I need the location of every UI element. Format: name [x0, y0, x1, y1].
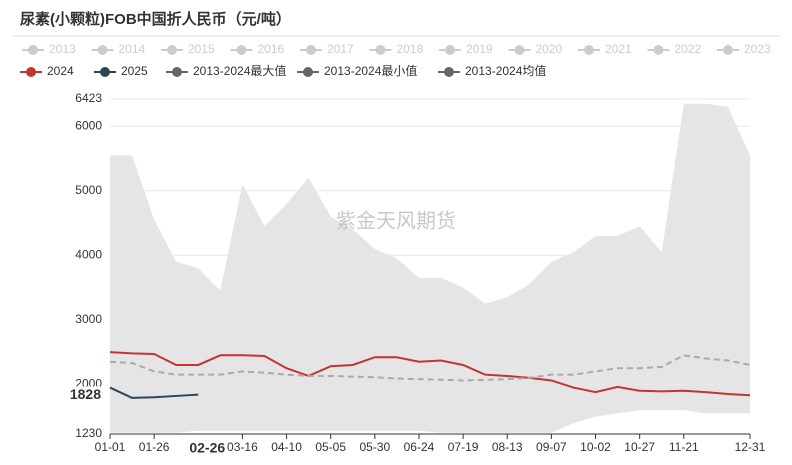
legend-label[interactable]: 2014	[119, 42, 146, 56]
y-tick-label: 4000	[75, 247, 102, 261]
x-tick-label: 10-02	[580, 440, 611, 454]
y-tick-label: 6423	[75, 91, 102, 105]
x-tick-label: 05-05	[315, 440, 346, 454]
crosshair-x-box	[187, 438, 228, 458]
x-tick-label: 01-01	[95, 440, 126, 454]
legend-label[interactable]: 2013	[49, 42, 76, 56]
y-tick-label: 5000	[75, 183, 102, 197]
legend-icon[interactable]	[28, 45, 38, 55]
chart-title: 尿素(小颗粒)FOB中国折人民币（元/吨）	[20, 10, 291, 28]
legend-icon[interactable]	[306, 45, 316, 55]
legend-icon[interactable]	[100, 67, 110, 77]
band-area	[110, 103, 750, 433]
legend-label[interactable]: 2016	[258, 42, 285, 56]
legend-label[interactable]: 2017	[327, 42, 354, 56]
x-tick-label: 04-10	[271, 440, 302, 454]
x-tick-label: 12-31	[735, 440, 766, 454]
legend-label[interactable]: 2021	[605, 42, 632, 56]
legend-icon[interactable]	[97, 45, 108, 55]
x-tick-label: 06-24	[404, 440, 435, 454]
series-line	[109, 386, 199, 399]
legend-label[interactable]: 2018	[397, 42, 424, 56]
legend-icon[interactable]	[514, 45, 525, 55]
legend-label[interactable]: 2025	[121, 64, 148, 78]
legend-label[interactable]: 2013-2024最大值	[193, 63, 286, 78]
legend-label[interactable]: 2022	[675, 42, 702, 56]
legend-label[interactable]: 2024	[47, 64, 74, 78]
y-tick-label: 6000	[75, 118, 102, 132]
legend-icon[interactable]	[167, 45, 177, 55]
watermark: 紫金天风期货	[336, 209, 456, 232]
y-tick-label: 3000	[75, 312, 102, 326]
crosshair-y-box	[62, 386, 104, 405]
x-tick-label: 09-07	[536, 440, 567, 454]
legend-icon[interactable]	[445, 45, 455, 55]
legend-icon[interactable]	[723, 45, 733, 55]
legend-icon[interactable]	[653, 45, 664, 55]
legend-label[interactable]: 2015	[188, 42, 215, 56]
x-tick-label: 07-19	[448, 440, 479, 454]
crosshair-x-label: 02-26	[189, 440, 225, 456]
y-tick-label: 1230	[75, 426, 102, 440]
x-tick-label: 11-21	[669, 440, 699, 454]
x-tick-label: 10-27	[624, 440, 655, 454]
crosshair-y-label: 1828	[70, 386, 101, 402]
legend-icon[interactable]	[172, 67, 182, 77]
legend-label[interactable]: 2019	[466, 42, 493, 56]
legend-label[interactable]: 2023	[744, 42, 771, 56]
legend-label[interactable]: 2013-2024最小值	[324, 63, 417, 78]
series-line	[109, 351, 751, 397]
series-line	[109, 354, 751, 382]
legend-icon[interactable]	[26, 67, 36, 77]
x-tick-label: 08-13	[492, 440, 523, 454]
legend-icon[interactable]	[236, 45, 247, 55]
legend-icon[interactable]	[303, 67, 313, 77]
legend-label[interactable]: 2020	[536, 42, 563, 56]
legend-label[interactable]: 2013-2024均值	[465, 63, 546, 78]
legend-icon[interactable]	[375, 45, 386, 55]
x-tick-label: 03-16	[227, 440, 258, 454]
legend-icon[interactable]	[444, 67, 454, 77]
x-tick-label: 05-30	[359, 440, 390, 454]
legend-icon[interactable]	[584, 45, 594, 55]
x-tick-label: 01-26	[139, 440, 170, 454]
